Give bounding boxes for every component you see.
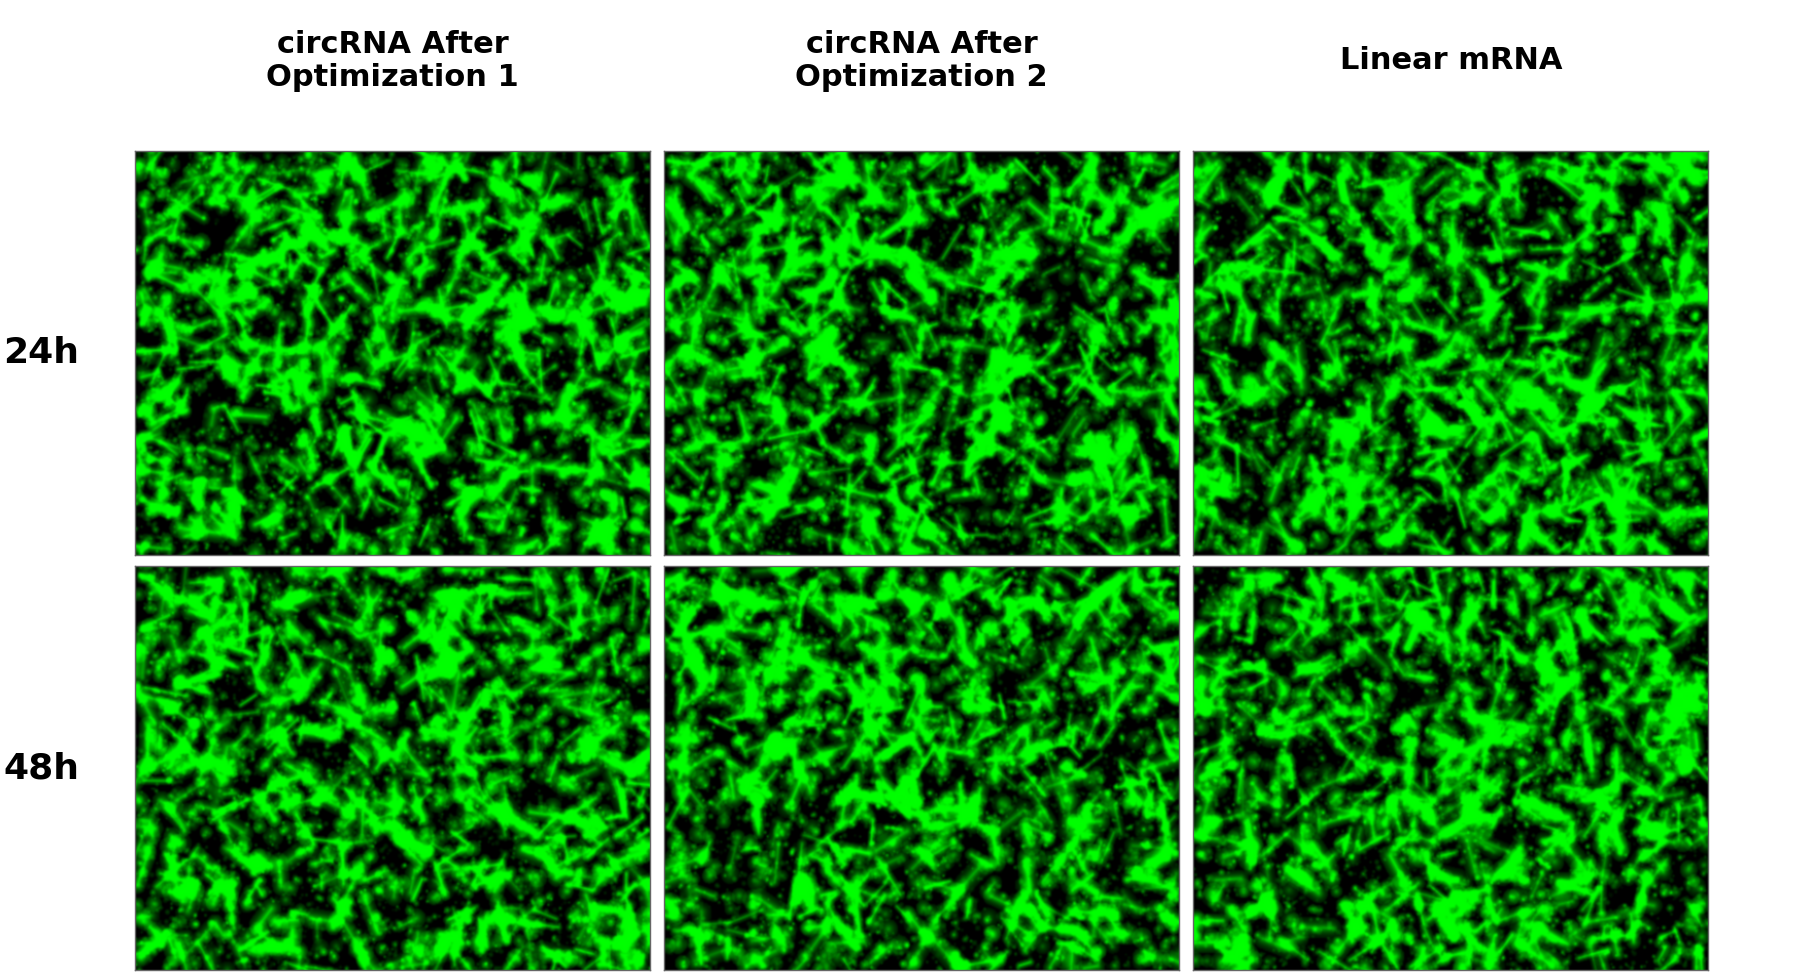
Text: 24h: 24h [4,336,79,370]
Text: circRNA After
Optimization 1: circRNA After Optimization 1 [266,29,518,92]
Text: Linear mRNA: Linear mRNA [1339,47,1562,75]
Text: circRNA After
Optimization 2: circRNA After Optimization 2 [796,29,1048,92]
Text: 48h: 48h [4,751,79,785]
